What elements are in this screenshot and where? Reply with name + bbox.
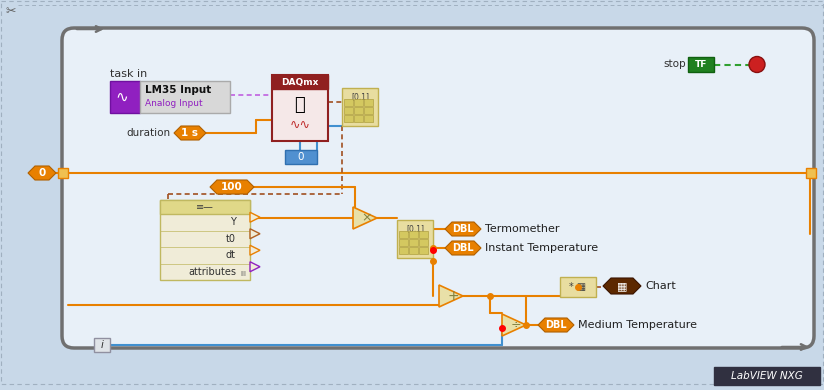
Polygon shape xyxy=(603,278,641,294)
Text: III: III xyxy=(240,271,246,277)
Text: 1 s: 1 s xyxy=(181,128,199,138)
Text: ∿∿: ∿∿ xyxy=(289,119,311,131)
Bar xyxy=(272,75,328,89)
Text: DBL: DBL xyxy=(545,320,567,330)
Bar xyxy=(806,168,816,178)
Bar xyxy=(364,115,373,122)
Bar xyxy=(160,200,250,214)
Bar xyxy=(364,107,373,114)
Text: duration: duration xyxy=(126,128,170,138)
Text: ≡—: ≡— xyxy=(196,202,214,212)
Text: LabVIEW NXG: LabVIEW NXG xyxy=(731,371,803,381)
Text: * ▦: * ▦ xyxy=(569,282,587,292)
Text: ▦: ▦ xyxy=(616,281,627,291)
Text: Medium Temperature: Medium Temperature xyxy=(578,320,697,330)
Polygon shape xyxy=(353,207,377,229)
Text: Y: Y xyxy=(230,217,236,227)
Text: TF: TF xyxy=(695,60,707,69)
Text: i: i xyxy=(101,340,104,350)
Text: DBL: DBL xyxy=(452,224,474,234)
Bar xyxy=(419,247,428,254)
Polygon shape xyxy=(28,166,56,180)
Bar xyxy=(285,150,317,164)
Text: Instant Temperature: Instant Temperature xyxy=(485,243,598,253)
Bar xyxy=(354,99,363,106)
Bar xyxy=(409,231,418,238)
Text: Termomether: Termomether xyxy=(485,224,559,234)
Text: task in: task in xyxy=(110,69,147,79)
Text: t0: t0 xyxy=(226,234,236,244)
Text: Chart: Chart xyxy=(645,281,676,291)
Text: attributes: attributes xyxy=(188,267,236,277)
Bar xyxy=(354,107,363,114)
Bar xyxy=(419,239,428,246)
Text: 👓: 👓 xyxy=(295,96,306,114)
Polygon shape xyxy=(502,314,526,336)
Polygon shape xyxy=(250,229,260,239)
Text: ∿: ∿ xyxy=(115,89,128,105)
Bar xyxy=(94,338,110,352)
Text: ÷: ÷ xyxy=(511,319,522,332)
Text: 0: 0 xyxy=(39,168,45,178)
Text: [0,1]: [0,1] xyxy=(406,225,424,234)
Polygon shape xyxy=(210,180,254,194)
Polygon shape xyxy=(250,245,260,255)
Text: 100: 100 xyxy=(221,182,243,192)
Polygon shape xyxy=(439,285,463,307)
Bar xyxy=(140,81,230,113)
Text: ✂: ✂ xyxy=(5,5,16,18)
Bar xyxy=(397,220,433,258)
Bar xyxy=(354,115,363,122)
Bar xyxy=(110,81,140,113)
Bar xyxy=(714,367,820,385)
Bar xyxy=(688,57,714,72)
Polygon shape xyxy=(445,241,481,255)
Bar xyxy=(419,231,428,238)
Bar xyxy=(344,107,353,114)
Bar xyxy=(399,247,408,254)
Text: stop: stop xyxy=(663,59,686,69)
Text: LM35 Input: LM35 Input xyxy=(145,85,211,95)
Text: DAQmx: DAQmx xyxy=(281,78,319,87)
Bar xyxy=(399,239,408,246)
Bar xyxy=(409,239,418,246)
Text: Analog Input: Analog Input xyxy=(145,99,203,108)
Bar xyxy=(409,247,418,254)
Bar xyxy=(364,99,373,106)
Bar xyxy=(58,168,68,178)
Text: ×: × xyxy=(362,211,372,225)
Polygon shape xyxy=(250,262,260,272)
Polygon shape xyxy=(174,126,206,140)
Polygon shape xyxy=(538,318,574,332)
FancyBboxPatch shape xyxy=(62,28,814,348)
Bar xyxy=(560,277,596,297)
Circle shape xyxy=(749,57,765,73)
Polygon shape xyxy=(250,212,260,222)
Text: 0: 0 xyxy=(297,152,304,162)
Bar xyxy=(160,200,250,280)
Text: DBL: DBL xyxy=(452,243,474,253)
Text: [0,1]: [0,1] xyxy=(351,93,369,102)
Text: dt: dt xyxy=(226,250,236,260)
Bar xyxy=(342,88,378,126)
Text: +: + xyxy=(447,289,459,303)
Bar xyxy=(272,75,328,141)
Bar xyxy=(344,115,353,122)
Bar xyxy=(399,231,408,238)
Polygon shape xyxy=(445,222,481,236)
Bar xyxy=(344,99,353,106)
